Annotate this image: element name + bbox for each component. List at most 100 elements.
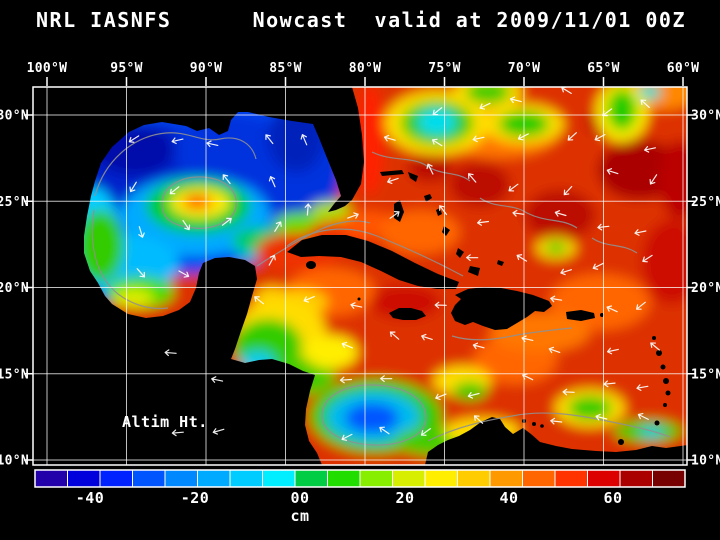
current-vector-arrow — [548, 346, 561, 354]
current-vector-arrow — [595, 413, 608, 421]
current-vector-arrow — [603, 380, 616, 388]
current-vector-arrow — [129, 181, 137, 193]
current-vector-arrow — [602, 108, 613, 117]
colorbar-cell — [34, 469, 68, 488]
lat-tick-label-right: 15°N — [691, 367, 720, 382]
current-vector-arrow — [554, 210, 567, 217]
current-vector-arrow — [268, 176, 276, 188]
lat-tick-label-left: 20°N — [0, 281, 29, 296]
colorbar-tick-label: 60 — [603, 489, 622, 507]
field-label: Altim Ht. — [122, 413, 208, 431]
colorbar-cell — [522, 469, 556, 488]
map-border — [32, 86, 688, 466]
colorbar-cell — [164, 469, 198, 488]
current-vector-arrow — [164, 349, 177, 357]
title-model: NRL IASNFS — [36, 8, 171, 32]
lon-tick-label: 75°W — [428, 61, 461, 76]
current-vector-arrow — [171, 137, 184, 145]
current-vector-arrow — [473, 415, 484, 424]
lat-tick-label-right: 25°N — [691, 195, 720, 210]
current-vector-arrow — [634, 229, 647, 236]
current-vector-arrow — [339, 376, 353, 384]
colorbar-cell — [229, 469, 263, 488]
current-vector-arrow — [640, 99, 650, 109]
current-vector-arrow — [389, 331, 400, 340]
colorbar-cell — [587, 469, 621, 488]
current-vector-arrow — [431, 138, 443, 147]
current-vector-arrow — [594, 134, 606, 142]
lon-tick-label: 100°W — [27, 61, 68, 76]
current-vector-arrow — [274, 221, 282, 232]
lon-tick-label: 60°W — [667, 61, 700, 76]
current-vector-arrow — [550, 417, 563, 425]
current-vector-arrow — [435, 393, 447, 401]
lat-tick-label-right: 10°N — [691, 454, 720, 469]
colorbar-tick-label: 00 — [290, 489, 309, 507]
current-vector-arrow — [516, 254, 528, 262]
current-vector-arrow — [254, 296, 264, 305]
colorbar-cell — [327, 469, 361, 488]
current-vector-arrow — [265, 134, 274, 145]
current-vector-arrow — [138, 226, 145, 238]
current-vector-arrow — [563, 185, 573, 196]
land-masses — [33, 87, 687, 465]
current-vector-arrow — [304, 203, 312, 216]
current-vector-arrow — [592, 262, 604, 270]
current-vector-arrow — [649, 174, 658, 185]
current-vector-arrow — [420, 428, 431, 436]
lat-tick-label-left: 10°N — [0, 454, 29, 469]
current-vector-arrow — [211, 376, 224, 383]
current-vector-arrow — [606, 305, 618, 313]
current-vector-arrow — [341, 341, 353, 349]
current-vector-arrow — [178, 270, 190, 278]
current-vector-arrow — [522, 373, 534, 381]
current-vector-arrow — [387, 177, 399, 185]
lat-tick-label-right: 20°N — [691, 281, 720, 296]
current-vector-arrow — [472, 342, 485, 350]
lon-tick-label: 65°W — [587, 61, 620, 76]
current-vector-arrow — [350, 302, 363, 309]
current-vector-arrow — [222, 174, 231, 185]
colorbar-tick-label: 40 — [499, 489, 518, 507]
current-vector-arrow — [597, 223, 610, 231]
lat-tick-label-left: 30°N — [0, 109, 29, 124]
current-vector-arrow — [606, 347, 619, 355]
current-vector-arrow — [303, 296, 315, 303]
colorbar-cell — [262, 469, 296, 488]
current-vector-arrow — [560, 268, 573, 276]
colorbar-tick-label: -40 — [76, 489, 105, 507]
colorbar-cell — [359, 469, 393, 488]
current-vector-arrow — [606, 168, 619, 175]
current-vector-arrow — [550, 295, 563, 303]
colorbar-cell — [619, 469, 653, 488]
colorbar-cell — [457, 469, 491, 488]
current-vector-arrow — [136, 268, 146, 278]
current-vector-arrow — [268, 254, 276, 266]
current-vector-arrow — [182, 219, 191, 231]
current-vector-arrow — [221, 217, 232, 226]
lon-tick-label: 70°W — [508, 61, 541, 76]
colorbar-tick-label: 20 — [395, 489, 414, 507]
current-vector-arrow — [472, 135, 485, 143]
current-vector-arrow — [169, 186, 180, 195]
current-vector-arrow — [467, 392, 480, 399]
current-vector-arrow — [432, 107, 443, 116]
colorbar-cell — [554, 469, 588, 488]
current-vector-arrow — [636, 384, 649, 391]
colorbar-cell — [132, 469, 166, 488]
colorbar-cell — [197, 469, 231, 488]
current-vector-arrow — [206, 140, 219, 148]
current-vector-arrow — [389, 211, 400, 219]
colorbar: cm -40 -20 00 20 40 60 — [34, 469, 686, 525]
colorbar-cell — [424, 469, 458, 488]
current-vector-arrow — [517, 133, 529, 141]
title-bar: NRL IASNFS Nowcast valid at 2009/11/01 0… — [36, 8, 685, 32]
colorbar-cell — [392, 469, 426, 488]
current-vector-arrow — [509, 96, 522, 104]
current-vector-arrow — [521, 335, 534, 343]
current-vector-arrow — [383, 134, 396, 142]
grid-lines — [33, 87, 687, 465]
lat-tick-label-right: 30°N — [691, 109, 720, 124]
current-vector-arrow — [567, 132, 578, 141]
lon-tick-label: 90°W — [190, 61, 223, 76]
